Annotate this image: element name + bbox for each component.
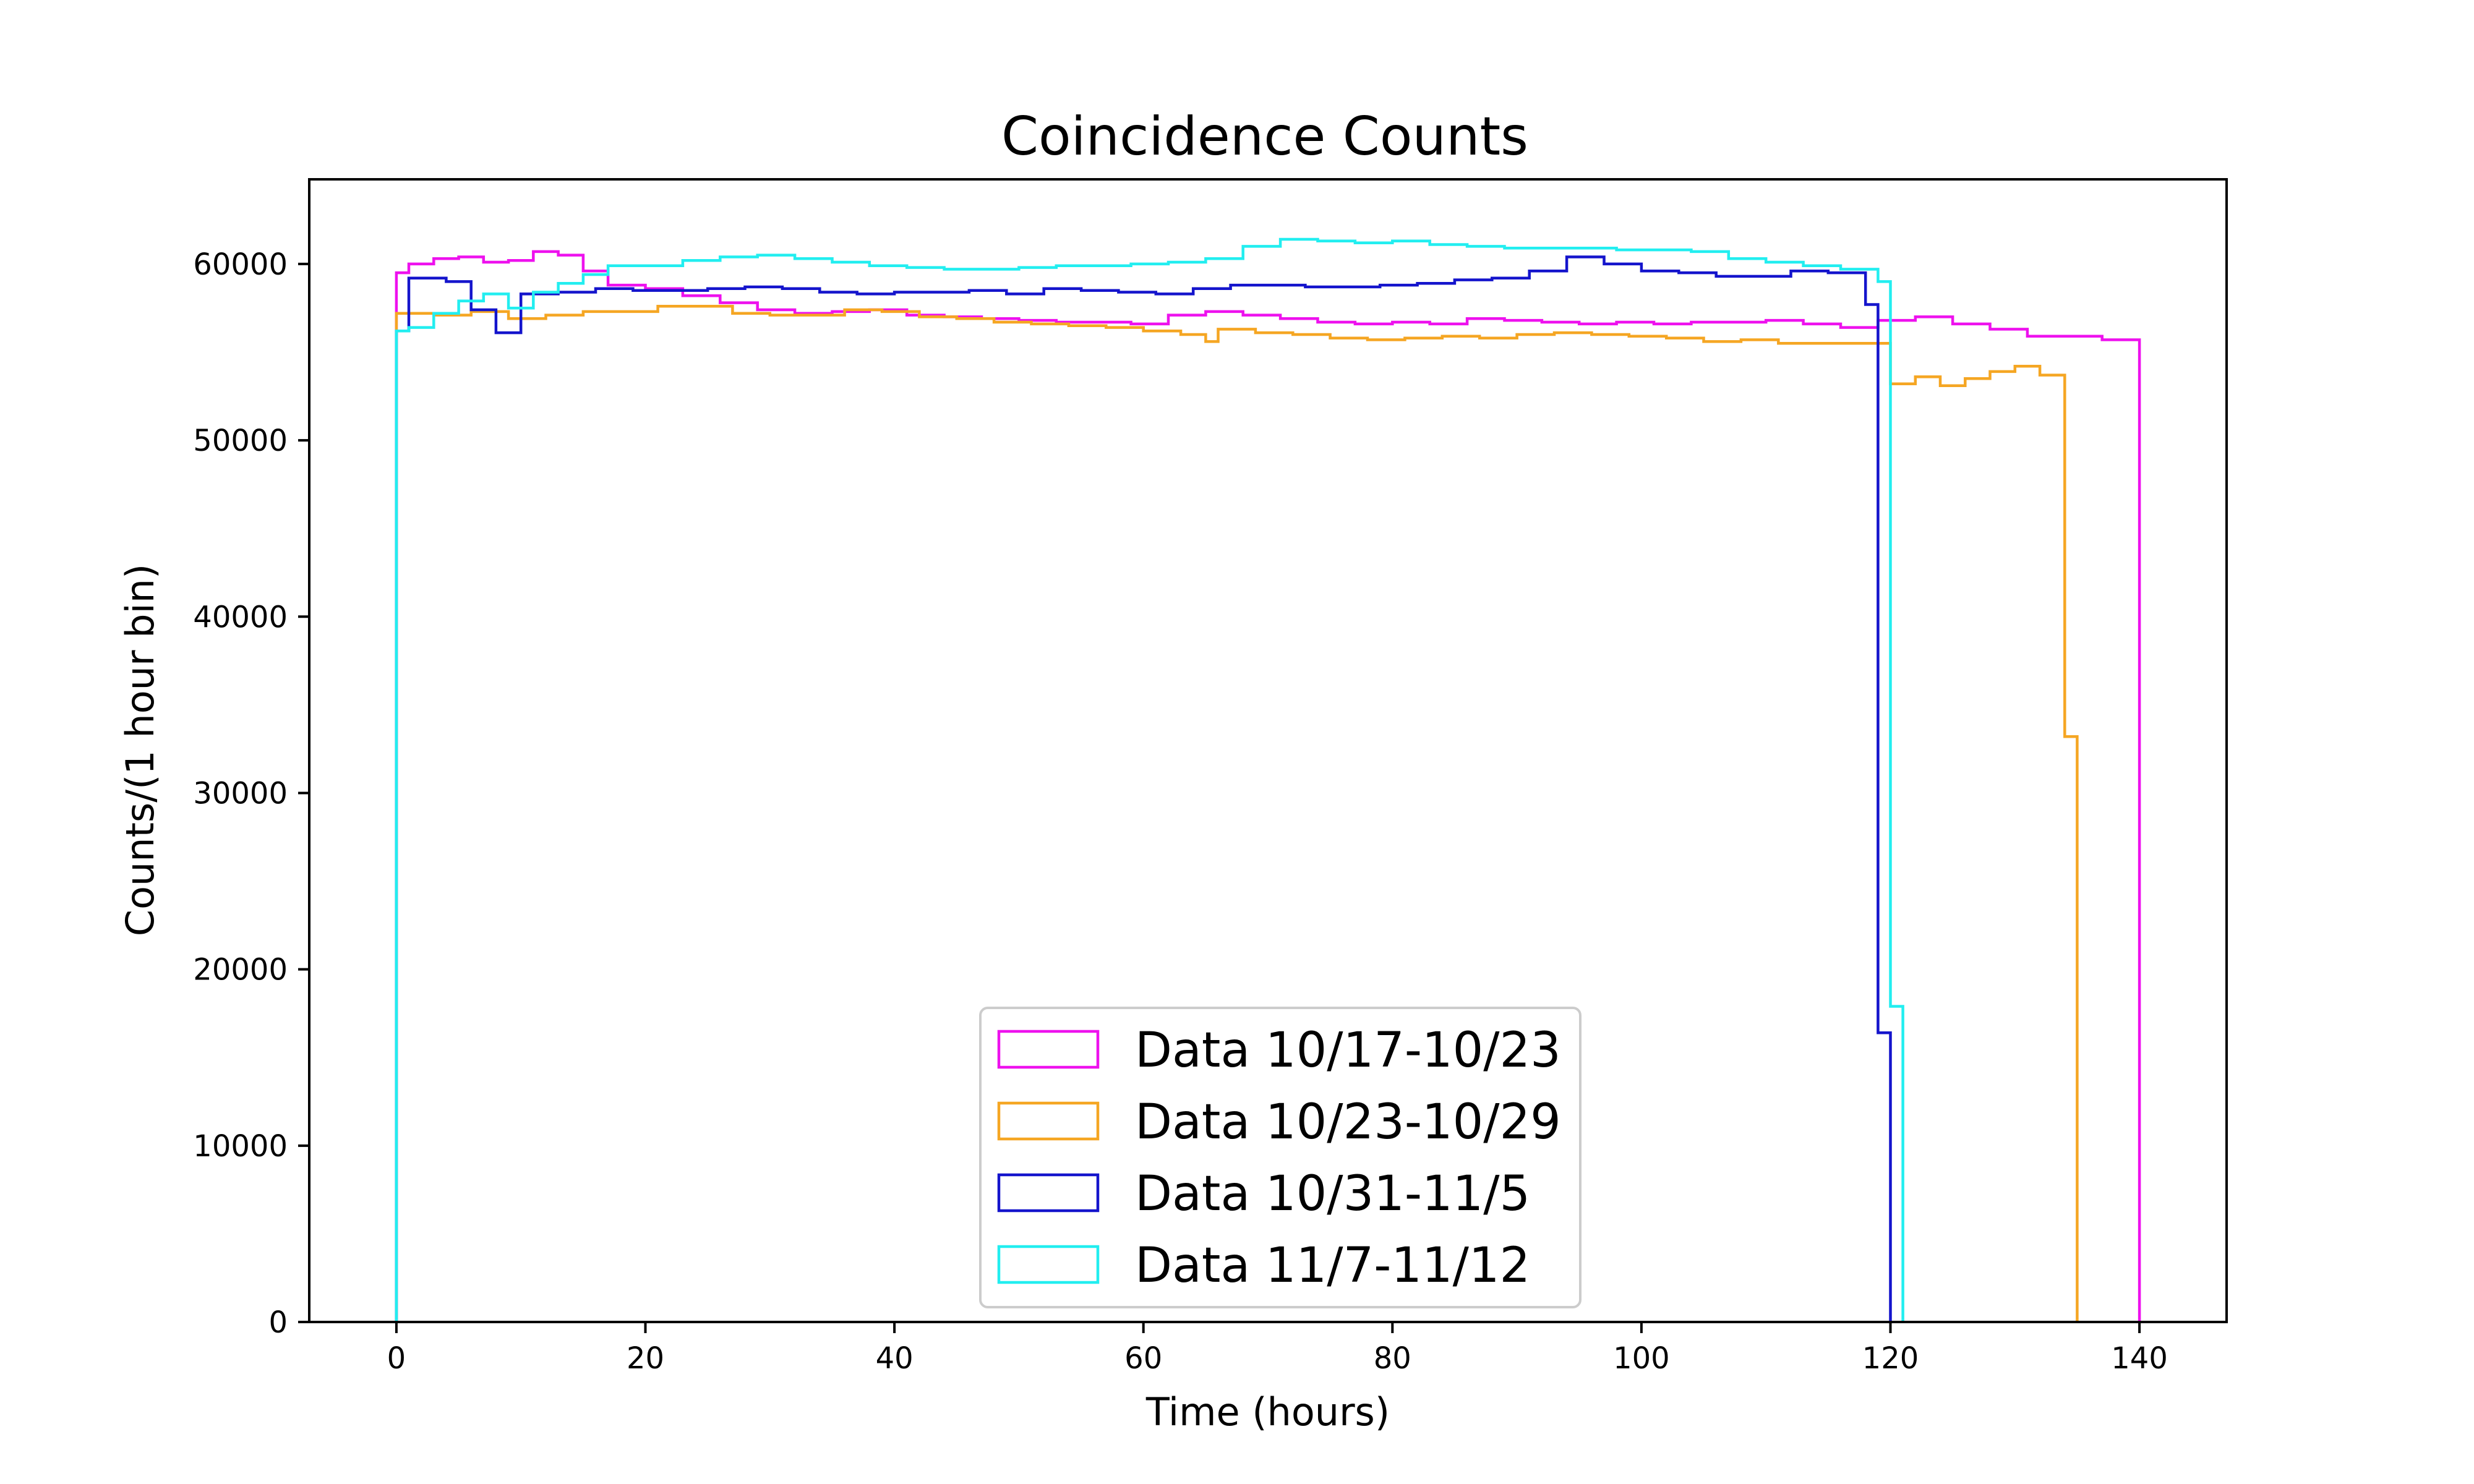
legend-label: Data 10/17-10/23 — [1135, 1023, 1561, 1078]
y-tick-label: 40000 — [193, 600, 288, 634]
x-tick-label: 40 — [876, 1341, 914, 1376]
y-tick-label: 0 — [268, 1305, 288, 1340]
series-layer — [395, 237, 2141, 1322]
legend-swatch — [997, 1245, 1100, 1284]
legend-swatch — [997, 1101, 1100, 1141]
x-tick-label: 140 — [2111, 1341, 2168, 1376]
legend-box — [979, 1007, 1582, 1308]
x-tick-label: 100 — [1613, 1341, 1670, 1376]
series-line-1 — [395, 250, 2141, 1322]
y-tick-label: 20000 — [193, 953, 288, 987]
series-line-4 — [395, 237, 1904, 1322]
legend-swatch — [997, 1173, 1100, 1213]
x-tick-label: 0 — [387, 1341, 406, 1376]
series-line-3 — [395, 255, 1892, 1322]
y-axis-label: Counts/(1 hour bin) — [118, 564, 163, 936]
x-tick-label: 120 — [1862, 1341, 1919, 1376]
legend-label: Data 11/7-11/12 — [1135, 1238, 1530, 1294]
y-tick-label: 60000 — [193, 247, 288, 282]
chart-title: Coincidence Counts — [1001, 106, 1528, 168]
plot-frame — [308, 178, 2228, 1323]
y-tick-label: 30000 — [193, 776, 288, 811]
legend: Data 10/17-10/23 Data 10/23-10/29 Data 10/… — [979, 1007, 1582, 1308]
x-tick-label: 80 — [1374, 1341, 1411, 1376]
legend-label: Data 10/31-11/5 — [1135, 1166, 1530, 1222]
legend-swatch — [997, 1030, 1100, 1069]
series-line-2 — [395, 305, 2079, 1322]
legend-label: Data 10/23-10/29 — [1135, 1094, 1561, 1150]
y-tick-label: 10000 — [193, 1129, 288, 1164]
x-tick-label: 60 — [1124, 1341, 1162, 1376]
axes-layer: 0 20 40 60 80 100 120 140 0 10000 20000 30000 40000 5… — [193, 178, 2228, 1376]
plot-area — [395, 237, 2141, 1322]
y-tick-label: 50000 — [193, 424, 288, 458]
x-axis-label: Time (hours) — [1145, 1389, 1390, 1435]
x-tick-label: 20 — [627, 1341, 664, 1376]
